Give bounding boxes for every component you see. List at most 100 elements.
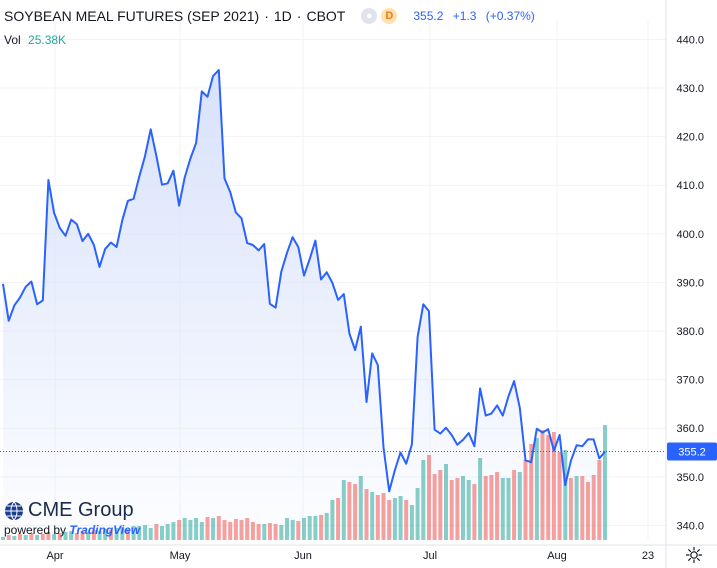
quote: 355.2 +1.3 (+0.37%) [413,9,540,23]
volume-bar [586,482,590,540]
volume-bar [46,532,51,540]
volume-bar [483,476,488,540]
volume-bar [409,505,414,540]
volume-bar [574,476,579,540]
volume-bar [296,521,301,540]
volume-bar [336,498,341,540]
volume-bar [205,517,210,540]
y-tick-label: 410.0 [676,180,704,192]
volume-bar [285,518,289,540]
volume-bar [568,478,573,540]
volume-bar [370,492,375,540]
volume-bar [324,513,329,540]
price-line[interactable] [2,69,606,493]
current-price-badge [667,442,717,461]
volume-bar [23,535,28,540]
volume-bar [267,523,272,540]
volume-bar [353,484,358,540]
volume-bar [563,450,568,540]
volume-bar [341,480,346,540]
interval-label[interactable]: 1D [273,8,292,24]
volume-bar [500,478,505,540]
volume-bar [69,531,74,540]
volume-bar [381,493,386,540]
volume-bar [546,435,551,540]
price-change: +1.3 [452,9,477,23]
globe-icon [5,501,23,520]
volume-bar [250,522,255,540]
volume-bar [461,476,465,540]
volume-bar [6,535,11,540]
volume-bar [97,531,102,540]
current-price-label: 355.2 [678,447,706,459]
volume-bar [40,534,45,540]
volume-bar [489,475,494,540]
volume-bar [307,516,312,540]
volume-bar [404,500,409,540]
volume-bar [398,496,403,540]
volume-bar [551,432,556,540]
volume-bar [347,482,352,540]
volume-bar [529,444,534,540]
volume-bar [80,531,85,540]
volume-bar [194,518,199,540]
volume-bar [597,460,602,540]
x-tick-label: Aug [547,550,567,562]
volume-bar [233,519,238,540]
exchange-label: CBOT [306,8,346,24]
x-tick-label: Apr [46,550,63,562]
volume-bar [12,536,17,540]
volume-bar [415,488,420,540]
y-tick-label: 420.0 [676,132,704,144]
delayed-badge: D [381,8,398,24]
price-change-percent: (+0.37%) [485,9,535,23]
volume-bar [108,530,113,540]
volume-bar [421,460,426,540]
volume-bar [319,515,324,540]
x-tick-label: 23 [642,550,654,562]
volume-bar [18,534,22,540]
volume-bar [256,524,261,540]
volume-bar [387,500,392,540]
x-tick-label: Jun [294,550,312,562]
volume-bar [523,460,528,540]
volume-bar [313,516,318,540]
volume-bar [131,526,136,540]
volume-bar [512,470,517,540]
volume-bar [148,528,153,540]
volume-bar [591,475,596,540]
volume-bar [126,529,130,540]
volume-bar [245,518,250,540]
volume-label: Vol [4,33,21,47]
volume-bar [188,520,193,540]
volume-bar [216,516,221,540]
volume-bar [143,525,147,540]
cme-logo[interactable]: CME Group powered by TradingView [4,499,140,537]
x-tick-label: Jul [423,550,437,562]
chart-header: SOYBEAN MEAL FUTURES (SEP 2021) · 1D · C… [4,8,541,24]
volume-legend: Vol 25.38K [4,33,66,47]
y-tick-label: 380.0 [676,326,704,338]
volume-bar [478,458,483,540]
volume-bar [91,530,96,540]
volume-bar [449,480,454,540]
gear-icon[interactable] [685,546,703,564]
y-tick-label: 440.0 [676,34,704,46]
volume-bar [228,522,233,540]
volume-bar [177,520,182,540]
symbol-title[interactable]: SOYBEAN MEAL FUTURES (SEP 2021) [4,8,260,24]
volume-bar [432,474,437,540]
volume-bar [239,520,244,540]
volume-bar [1,537,5,540]
volume-bar [74,533,79,540]
volume-bar [534,438,539,540]
volume-bar [165,524,170,540]
y-tick-label: 360.0 [676,423,704,435]
tradingview-brand: TradingView [69,523,141,537]
y-tick-label: 370.0 [676,375,704,387]
volume-bar [438,470,443,540]
powered-by: powered by TradingView [4,523,141,537]
eye-icon[interactable]: ● [361,8,378,24]
